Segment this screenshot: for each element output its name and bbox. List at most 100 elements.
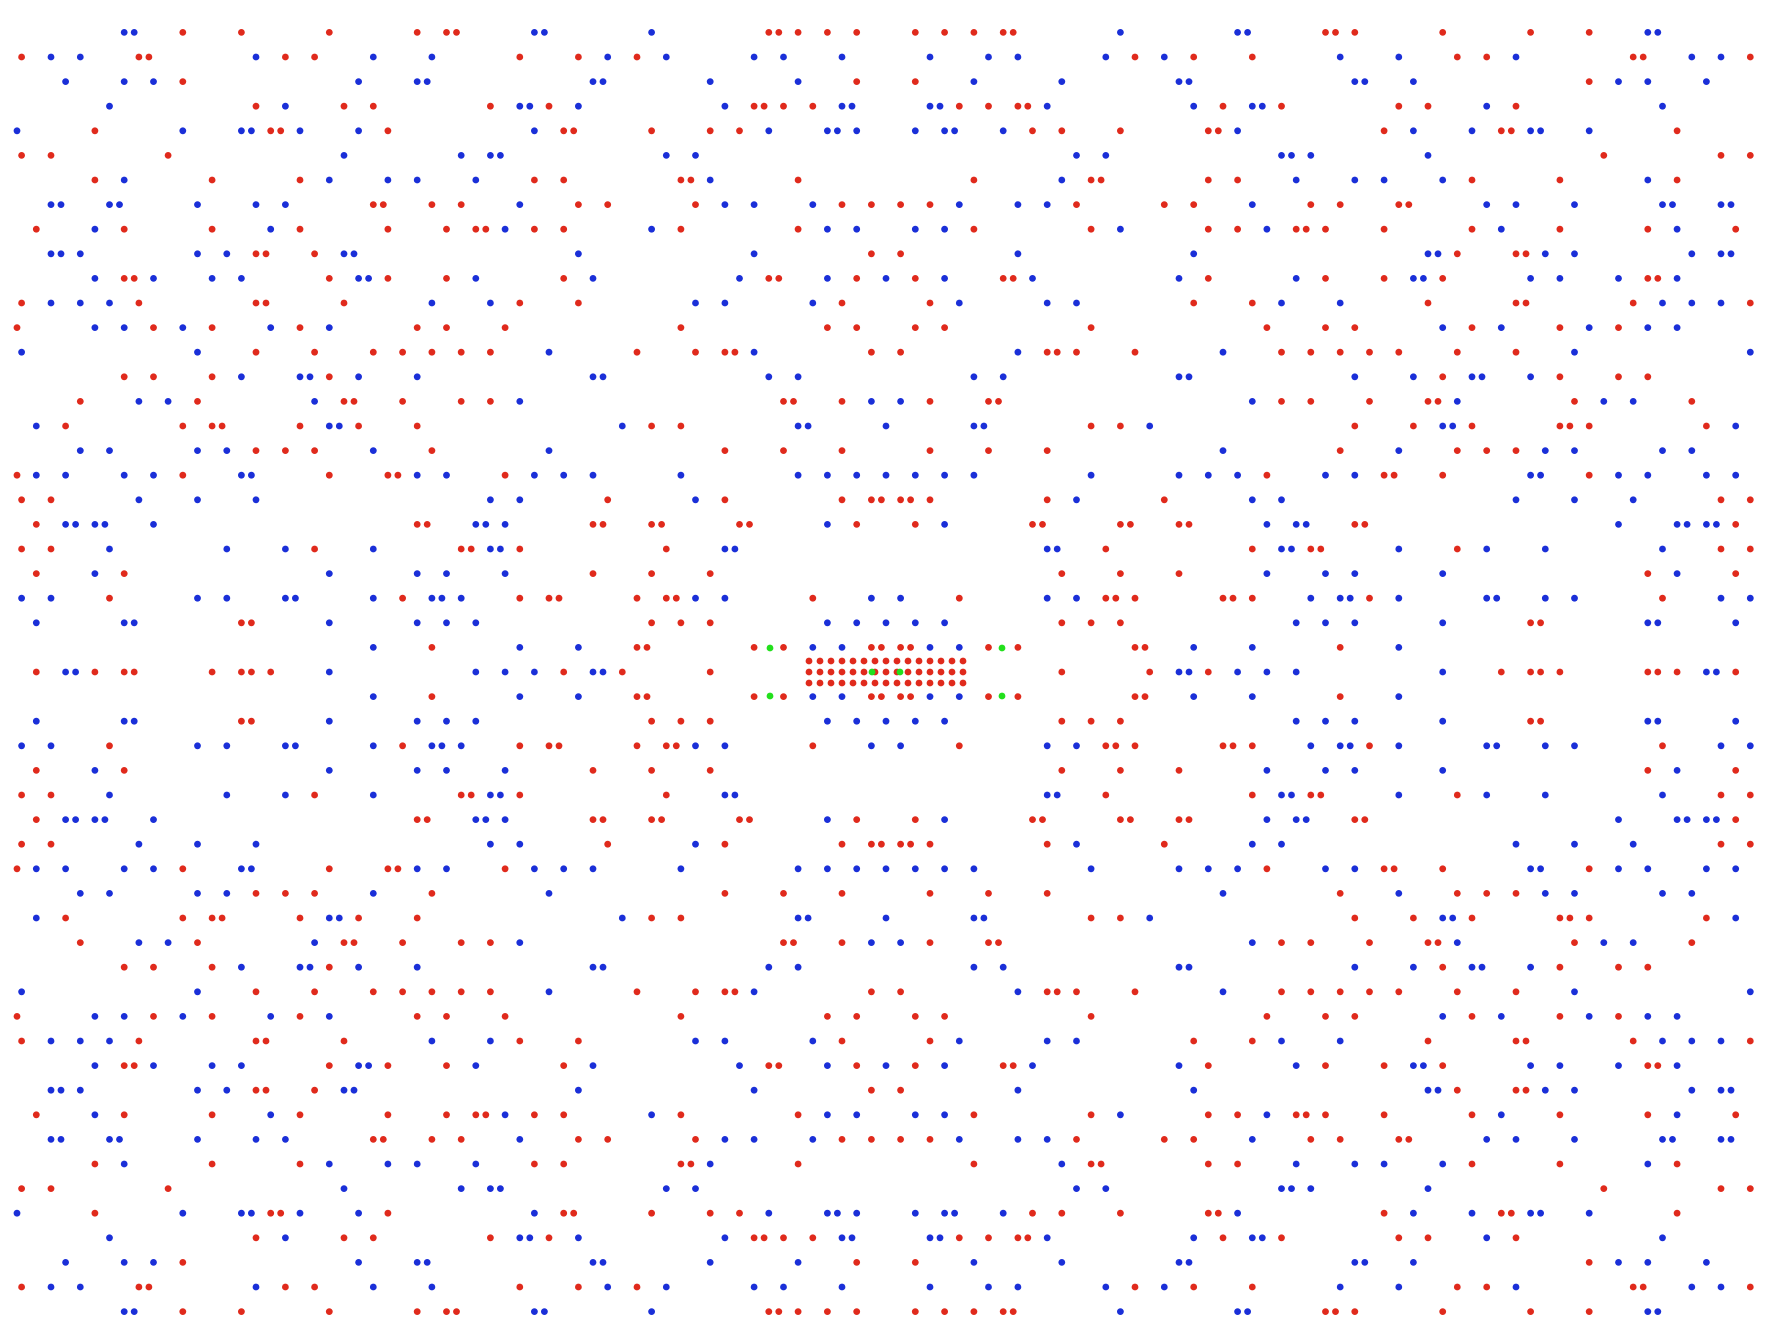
red-dot [369,348,377,356]
red-dot [1248,742,1256,750]
blue-dot [248,865,255,873]
blue-dot [1659,299,1666,307]
blue-dot [1175,78,1183,85]
red-dot [428,693,436,700]
red-dot [765,1308,773,1315]
blue-dot [804,422,812,430]
blue-dot [1190,693,1198,700]
red-dot [1453,988,1461,996]
blue-dot [1395,545,1403,553]
red-dot [208,176,216,184]
blue-dot [1014,201,1022,209]
blue-dot [1117,29,1124,36]
red-dot [1395,201,1403,209]
red-dot [575,299,582,307]
blue-dot [706,78,714,85]
blue-dot [1058,1160,1066,1168]
blue-dot [1410,1209,1417,1217]
red-dot [1585,422,1593,430]
blue-dot [32,865,40,873]
red-dot [1717,152,1725,159]
red-dot [1468,225,1476,233]
blue-dot [1073,496,1080,504]
red-dot [827,679,835,687]
red-dot [1073,1136,1080,1143]
blue-dot [750,201,758,209]
red-dot [311,988,318,996]
blue-dot [1439,1160,1447,1168]
red-dot [926,447,934,454]
red-dot [545,742,553,750]
red-dot [311,1086,318,1094]
blue-dot [589,865,597,873]
blue-dot [1073,152,1080,159]
red-dot [262,250,270,258]
blue-dot [765,127,773,135]
blue-dot [911,1209,919,1217]
red-dot [1336,890,1344,897]
red-dot [423,521,431,528]
red-dot [1600,1185,1608,1192]
red-dot [1248,299,1256,307]
red-dot [985,693,992,700]
red-dot [1654,275,1662,282]
blue-dot [1263,767,1271,774]
blue-dot [926,102,934,110]
blue-dot [1439,619,1447,627]
red-dot [32,767,40,774]
red-dot [575,1283,582,1291]
red-dot [1112,742,1120,750]
red-dot [179,1259,187,1266]
blue-dot [1439,422,1447,430]
blue-dot [164,398,172,405]
blue-dot [413,619,421,627]
red-dot [604,201,612,209]
red-dot [1439,1308,1447,1315]
blue-dot [1659,1234,1666,1242]
blue-dot [1288,152,1295,159]
blue-dot [120,717,128,725]
blue-dot [1497,1013,1505,1020]
red-dot [794,1308,802,1315]
blue-dot [1629,840,1637,848]
blue-dot [1322,717,1329,725]
blue-dot [91,570,99,577]
red-dot [1204,1111,1212,1119]
red-dot [18,152,25,159]
red-dot [780,939,787,946]
blue-dot [306,373,314,381]
red-dot [1366,594,1373,602]
blue-dot [618,914,626,922]
blue-dot [1512,1283,1520,1291]
blue-dot [531,865,538,873]
red-dot [1380,1062,1388,1069]
red-dot [1527,619,1534,627]
blue-dot [1175,963,1183,971]
blue-dot [267,1013,275,1020]
red-dot [633,988,641,996]
red-dot [1571,398,1578,405]
red-dot [648,767,655,774]
blue-dot [248,127,255,135]
red-dot [1214,127,1222,135]
red-dot [1190,1136,1198,1143]
red-dot [878,840,885,848]
red-dot [238,717,245,725]
blue-dot [1493,742,1501,750]
blue-dot [955,201,963,209]
red-dot [252,250,260,258]
red-dot [487,1234,494,1242]
red-dot [868,988,875,996]
blue-dot [1410,963,1417,971]
red-dot [1522,299,1530,307]
red-dot [443,324,450,331]
blue-dot [1541,250,1549,258]
blue-dot [32,717,40,725]
red-dot [970,1308,978,1315]
red-dot [1629,1037,1637,1045]
red-dot [13,471,21,479]
red-dot [1322,275,1329,282]
red-dot [599,816,607,823]
blue-dot [1073,1037,1080,1045]
red-dot [677,1160,685,1168]
